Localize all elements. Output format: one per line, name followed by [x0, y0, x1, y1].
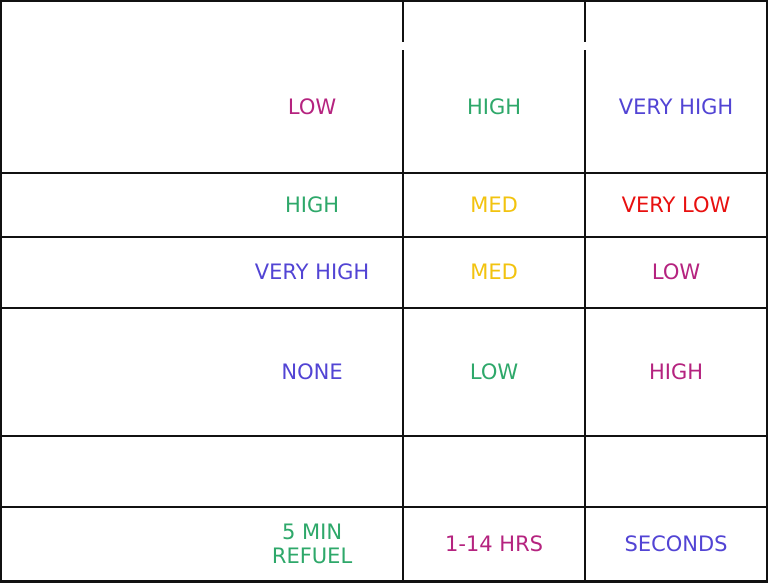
table-cell: VERY HIGH	[584, 2, 766, 172]
table-cell	[222, 437, 402, 506]
table-cell	[584, 437, 766, 506]
table-cell: VERY HIGH	[254, 260, 370, 285]
table-cell: 1-14 HRS	[402, 508, 584, 580]
table-cell: MED	[402, 238, 584, 307]
divider-gap	[400, 42, 404, 50]
table-cell: HIGH	[584, 309, 766, 435]
table-row	[2, 437, 766, 508]
table-row: HIGH MED VERY LOW	[2, 174, 766, 238]
table-row: VERY HIGH MED LOW	[2, 238, 766, 309]
table-cell: MED	[402, 174, 584, 236]
table-cell: SECONDS	[584, 508, 766, 580]
table-cell: HIGH	[284, 192, 340, 217]
table-row: NONE LOW HIGH	[2, 309, 766, 437]
table-cell: NONE	[281, 359, 343, 384]
table-row: 5 MIN REFUEL 1-14 HRS SECONDS	[2, 508, 766, 580]
divider-gap	[582, 42, 586, 50]
table-cell: LOW	[584, 238, 766, 307]
table-row: LOW HIGH VERY HIGH	[2, 2, 766, 174]
table-cell	[402, 437, 584, 506]
table-cell: VERY LOW	[584, 174, 766, 236]
table-cell: 5 MIN REFUEL	[271, 519, 353, 568]
table-cell: LOW	[287, 94, 337, 119]
table-cell: LOW	[402, 309, 584, 435]
table-cell: HIGH	[402, 2, 584, 172]
